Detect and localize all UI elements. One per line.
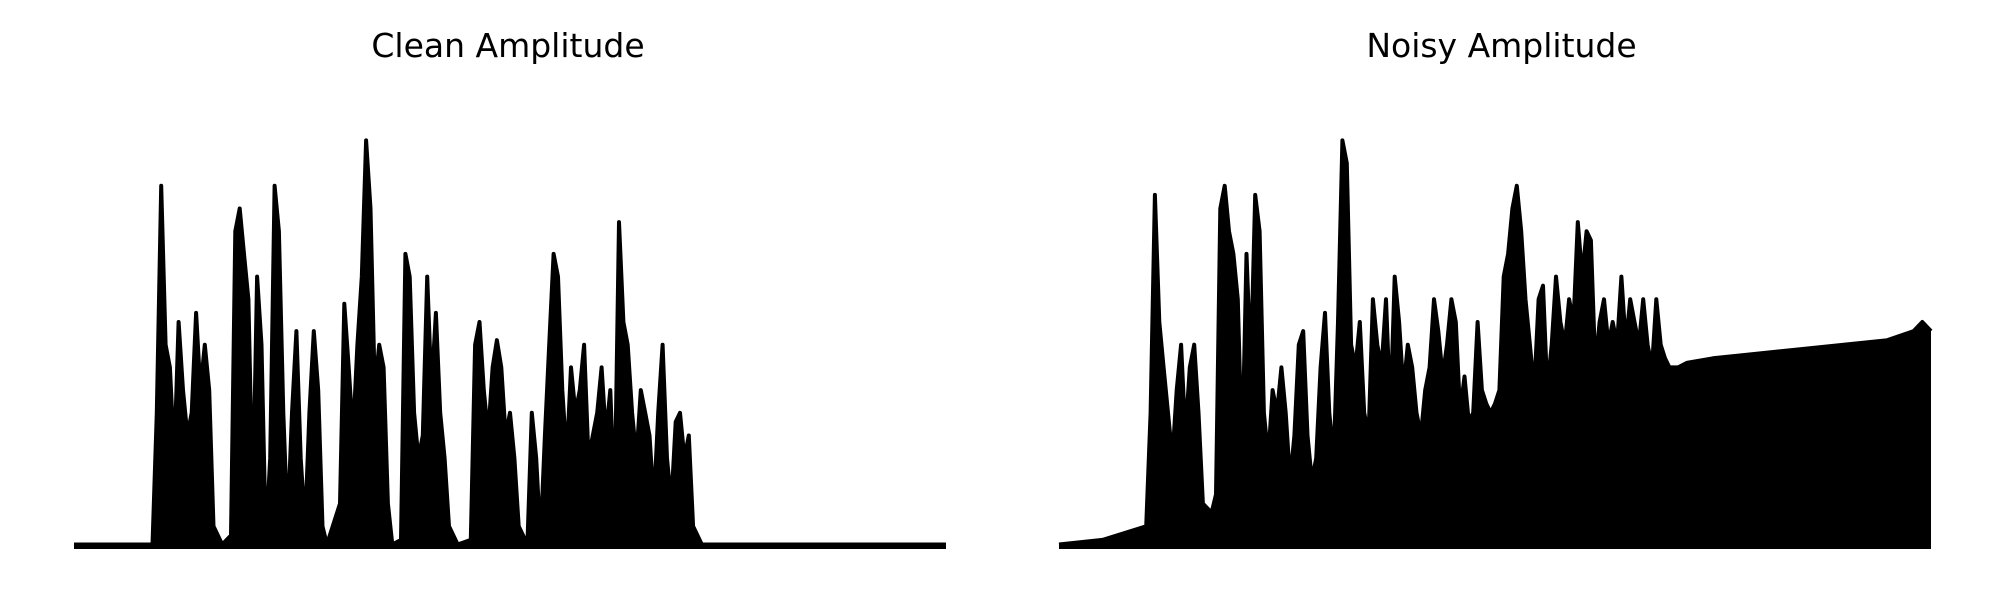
noisy-amplitude-area (1059, 140, 1931, 549)
noisy-amplitude-title: Noisy Amplitude (1366, 26, 1637, 65)
clean-amplitude-title: Clean Amplitude (371, 26, 645, 65)
clean-amplitude-plot (74, 138, 946, 549)
clean-amplitude-chart: Clean Amplitude (74, 26, 946, 549)
noisy-amplitude-plot (1058, 138, 1933, 549)
noisy-amplitude-chart: Noisy Amplitude (1000, 0, 2000, 600)
noisy-amplitude-line (1058, 138, 1933, 547)
clean-amplitude-line (74, 138, 946, 547)
